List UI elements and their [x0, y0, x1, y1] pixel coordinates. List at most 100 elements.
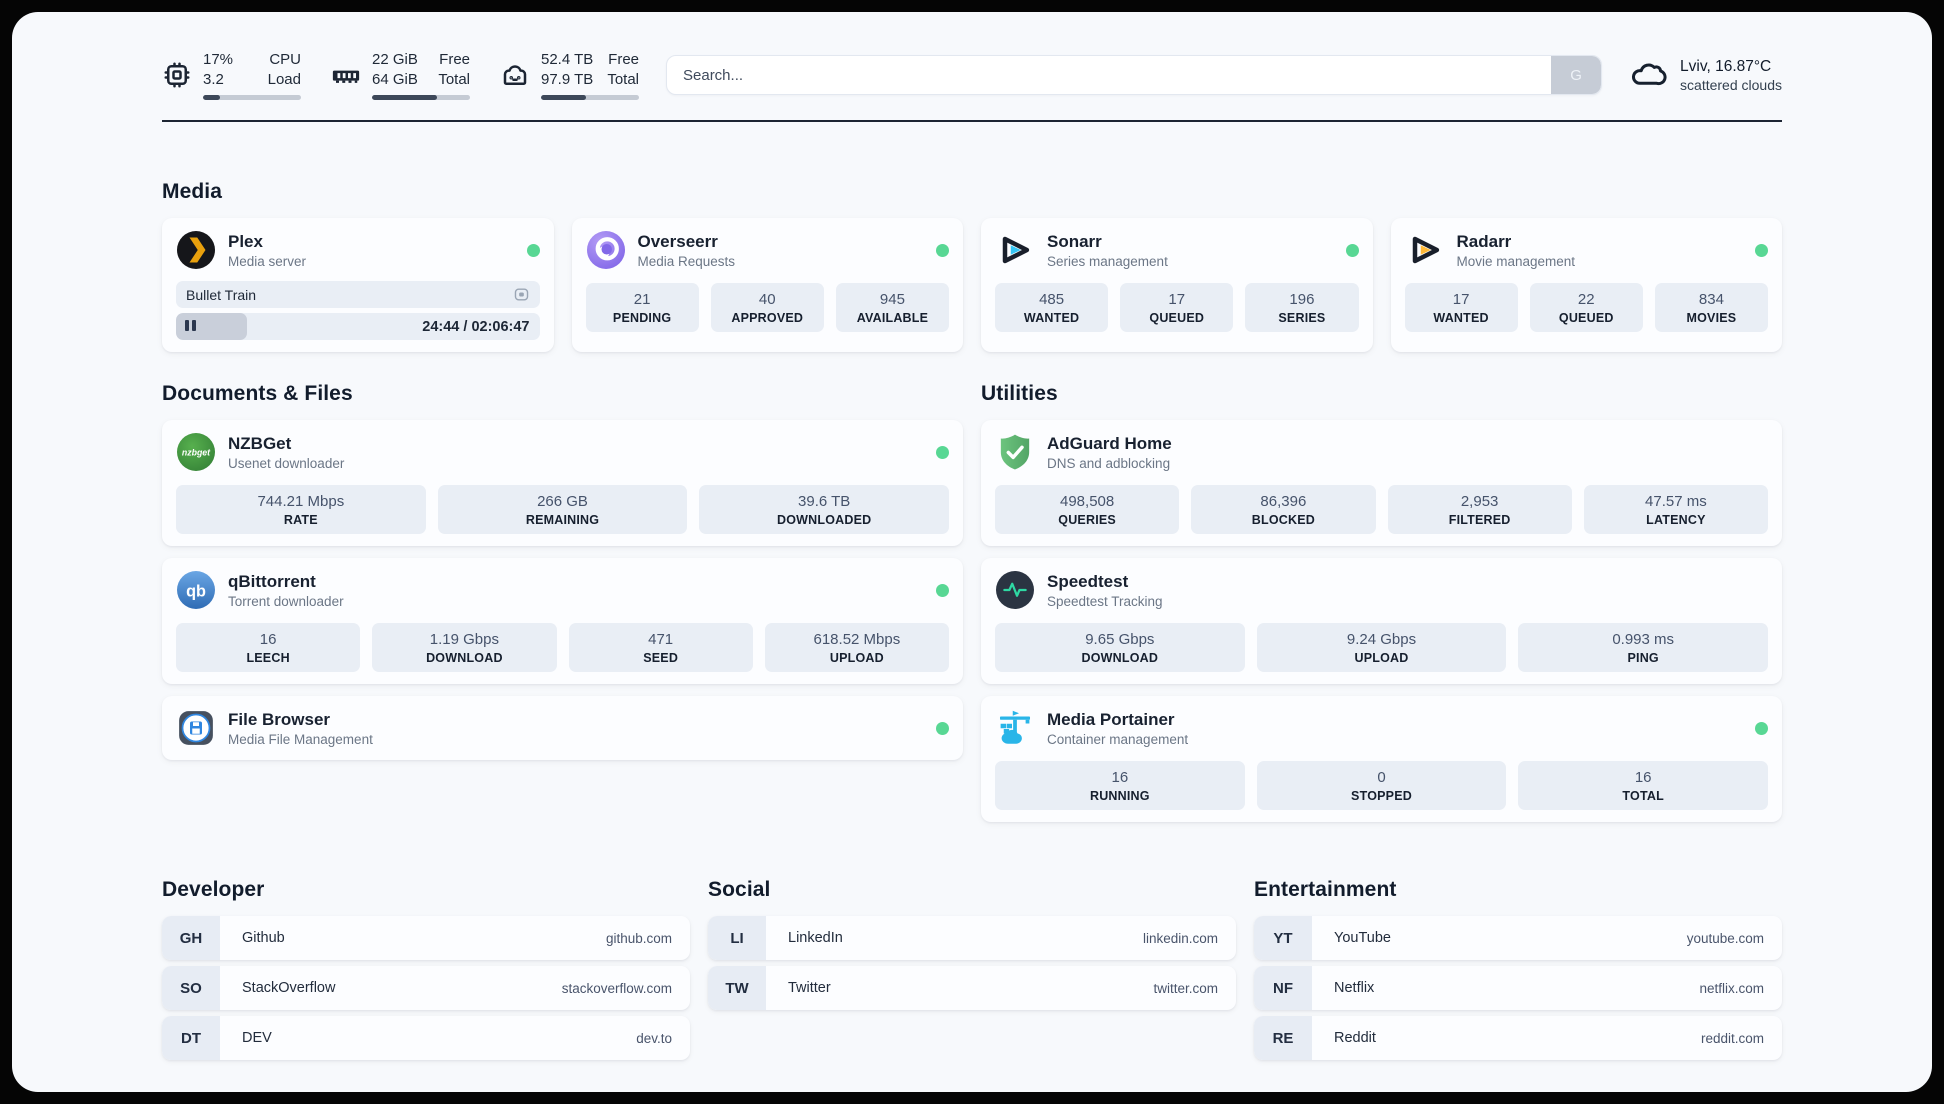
adguard-icon	[995, 432, 1035, 472]
app-card-qbittorrent[interactable]: qb qBittorrent Torrent downloader 16 LEEC…	[162, 558, 963, 684]
bookmark-name: Netflix	[1334, 980, 1375, 996]
app-description: Media server	[228, 253, 307, 269]
app-description: Series management	[1047, 253, 1168, 269]
bookmark-badge: DT	[162, 1016, 220, 1060]
stat-box: 47.57 ms LATENCY	[1583, 485, 1768, 534]
online-status-dot	[1755, 243, 1768, 257]
cpu-icon	[162, 60, 192, 90]
bookmark-url: linkedin.com	[1142, 930, 1218, 946]
bookmark-url: dev.to	[636, 1030, 672, 1046]
search-input[interactable]	[667, 56, 1552, 94]
stat-box: 744.21 Mbps RATE	[176, 485, 426, 534]
app-description: Container management	[1047, 731, 1189, 747]
ram-total-label: Total	[438, 71, 470, 88]
bookmark-name: Twitter	[788, 980, 831, 996]
bookmark-stackoverflow[interactable]: SO StackOverflow stackoverflow.com	[162, 966, 690, 1010]
stat-box: 17 QUEUED	[1120, 283, 1234, 332]
cpu-load-label: Load	[267, 71, 301, 88]
app-description: Movie management	[1456, 253, 1576, 269]
now-playing-row: Bullet Train	[176, 281, 540, 308]
stat-box: 21 PENDING	[585, 283, 699, 332]
svg-text:nzbget: nzbget	[182, 447, 211, 457]
section-title-developer: Developer	[162, 878, 265, 901]
overseerr-icon	[586, 230, 626, 270]
online-status-dot	[1755, 721, 1768, 735]
stat-box: 1.19 Gbps DOWNLOAD	[372, 623, 557, 672]
svg-text:qb: qb	[186, 582, 206, 600]
stat-box: 2,953 FILTERED	[1387, 485, 1572, 534]
bookmark-name: YouTube	[1334, 930, 1391, 946]
stat-box: 266 GB REMAINING	[437, 485, 688, 534]
playback-progress-bar[interactable]: 24:44 / 02:06:47	[176, 313, 540, 340]
online-status-dot	[936, 243, 949, 257]
speedtest-icon	[995, 570, 1035, 610]
disk-free-value: 52.4 TB	[541, 51, 594, 69]
online-status-dot	[936, 583, 949, 597]
stat-box: 618.52 Mbps UPLOAD	[764, 623, 949, 672]
cpu-label: CPU	[269, 51, 301, 69]
bookmark-dev[interactable]: DT DEV dev.to	[162, 1016, 690, 1060]
playback-progress-fill	[176, 313, 247, 340]
bookmark-twitter[interactable]: TW Twitter twitter.com	[708, 966, 1236, 1010]
bookmark-github[interactable]: GH Github github.com	[162, 916, 690, 960]
app-card-adguard[interactable]: AdGuard Home DNS and adblocking 498,508 Q…	[981, 420, 1782, 546]
search-bar: G	[666, 55, 1603, 95]
cloud-icon	[1629, 54, 1667, 97]
weather-location-temp: Lviv, 16.87°C	[1680, 57, 1772, 75]
section-documents: Documents & Files nzbget NZBGe	[162, 382, 963, 760]
cpu-progress-track	[203, 94, 301, 100]
online-status-dot	[526, 243, 540, 257]
bookmark-linkedin[interactable]: LI LinkedIn linkedin.com	[708, 916, 1236, 960]
qbittorrent-icon: qb	[176, 570, 216, 610]
bookmark-youtube[interactable]: YT YouTube youtube.com	[1254, 916, 1782, 960]
ram-free-value: 22 GiB	[372, 51, 418, 69]
app-name: Plex	[228, 231, 263, 251]
section-utilities: Utilities AdGuard Home	[981, 382, 1782, 822]
stat-box: 498,508 QUERIES	[995, 485, 1180, 534]
app-card-nzbget[interactable]: nzbget NZBGet Usenet downloader 744.21 M…	[162, 420, 963, 546]
app-card-speedtest[interactable]: Speedtest Speedtest Tracking 9.65 Gbps DO…	[981, 558, 1782, 684]
bookmark-badge: GH	[162, 916, 220, 960]
bookmark-name: LinkedIn	[788, 930, 843, 946]
disk-progress-fill	[541, 94, 587, 100]
section-title-social: Social	[708, 878, 771, 901]
bookmark-name: Github	[242, 930, 285, 946]
pause-icon[interactable]	[185, 318, 199, 336]
stat-box: 485 WANTED	[995, 283, 1109, 332]
app-name: Overseerr	[637, 231, 718, 251]
stat-box: 40 APPROVED	[710, 283, 824, 332]
bookmark-url: github.com	[605, 930, 672, 946]
bookmark-netflix[interactable]: NF Netflix netflix.com	[1254, 966, 1782, 1010]
app-card-filebrowser[interactable]: File Browser Media File Management	[162, 696, 963, 760]
cpu-progress-fill	[203, 94, 220, 100]
app-description: Usenet downloader	[228, 455, 345, 471]
bookmark-badge: RE	[1254, 1016, 1312, 1060]
nzbget-icon: nzbget	[176, 432, 216, 472]
stat-box: 16 TOTAL	[1518, 761, 1769, 810]
bookmark-reddit[interactable]: RE Reddit reddit.com	[1254, 1016, 1782, 1060]
bookmark-url: youtube.com	[1686, 930, 1764, 946]
app-card-plex[interactable]: Plex Media server Bullet Train 24:44 / 0	[162, 218, 554, 352]
filebrowser-icon	[176, 708, 216, 748]
stat-box: 196 SERIES	[1245, 283, 1359, 332]
portainer-icon	[995, 708, 1035, 748]
cast-icon	[513, 286, 530, 303]
section-title-entertainment: Entertainment	[1254, 878, 1397, 901]
search-engine-button[interactable]: G	[1551, 56, 1602, 94]
app-card-radarr[interactable]: Radarr Movie management 17 WANTED 22 QUEUE…	[1390, 218, 1782, 352]
section-developer: Developer GH Github github.com SO StackO…	[162, 878, 690, 1060]
stat-box: 9.24 Gbps UPLOAD	[1256, 623, 1507, 672]
memory-monitor: 22 GiB 64 GiB Free Total	[331, 50, 470, 100]
app-description: Media File Management	[228, 731, 373, 747]
ram-progress-track	[372, 94, 470, 100]
app-card-portainer[interactable]: Media Portainer Container management 16 R…	[981, 696, 1782, 822]
weather-widget: Lviv, 16.87°C scattered clouds	[1629, 54, 1782, 97]
bookmark-badge: LI	[708, 916, 766, 960]
bookmark-badge: NF	[1254, 966, 1312, 1010]
app-card-overseerr[interactable]: Overseerr Media Requests 21 PENDING 40 APP…	[571, 218, 963, 352]
stat-box: 39.6 TB DOWNLOADED	[699, 485, 950, 534]
app-card-sonarr[interactable]: Sonarr Series management 485 WANTED 17 QUE…	[981, 218, 1373, 352]
weather-condition: scattered clouds	[1680, 76, 1782, 93]
app-name: AdGuard Home	[1047, 433, 1172, 453]
dashboard-panel: 17% 3.2 CPU Load	[12, 12, 1932, 1092]
